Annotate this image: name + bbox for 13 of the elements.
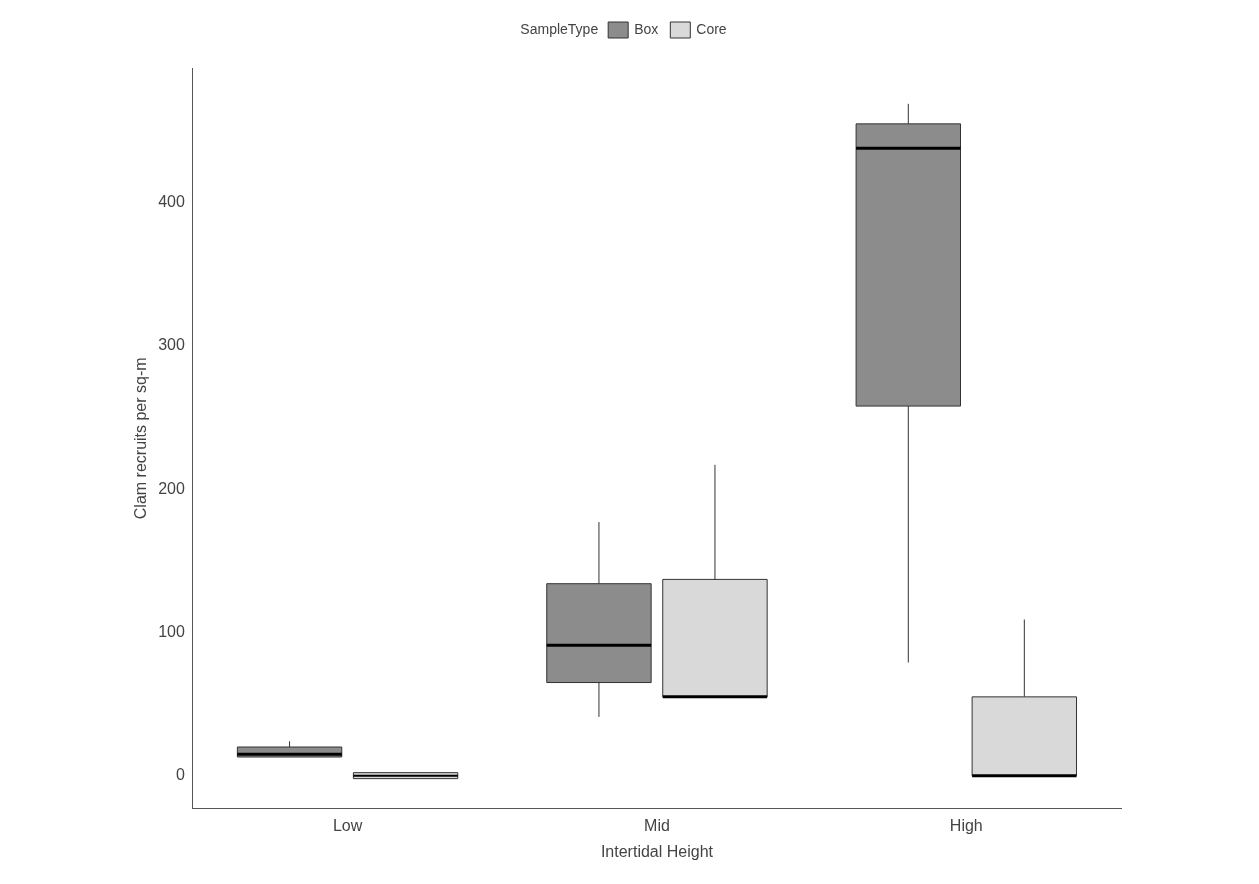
- legend-title: SampleType: [520, 20, 599, 37]
- legend-label: Box: [634, 20, 659, 37]
- y-tick-label: 0: [175, 766, 185, 784]
- y-axis-title: Clam recruits per sq-m: [132, 357, 150, 520]
- legend-label: Core: [696, 20, 727, 37]
- y-tick-label: 400: [158, 193, 185, 211]
- x-tick-label: High: [949, 816, 983, 834]
- x-tick-label: Mid: [644, 816, 670, 834]
- x-tick-label: Low: [332, 816, 363, 834]
- y-tick-label: 100: [158, 622, 185, 640]
- y-tick-label: 300: [158, 336, 185, 354]
- y-tick-label: 200: [158, 479, 185, 497]
- x-axis-title: Intertidal Height: [600, 842, 714, 860]
